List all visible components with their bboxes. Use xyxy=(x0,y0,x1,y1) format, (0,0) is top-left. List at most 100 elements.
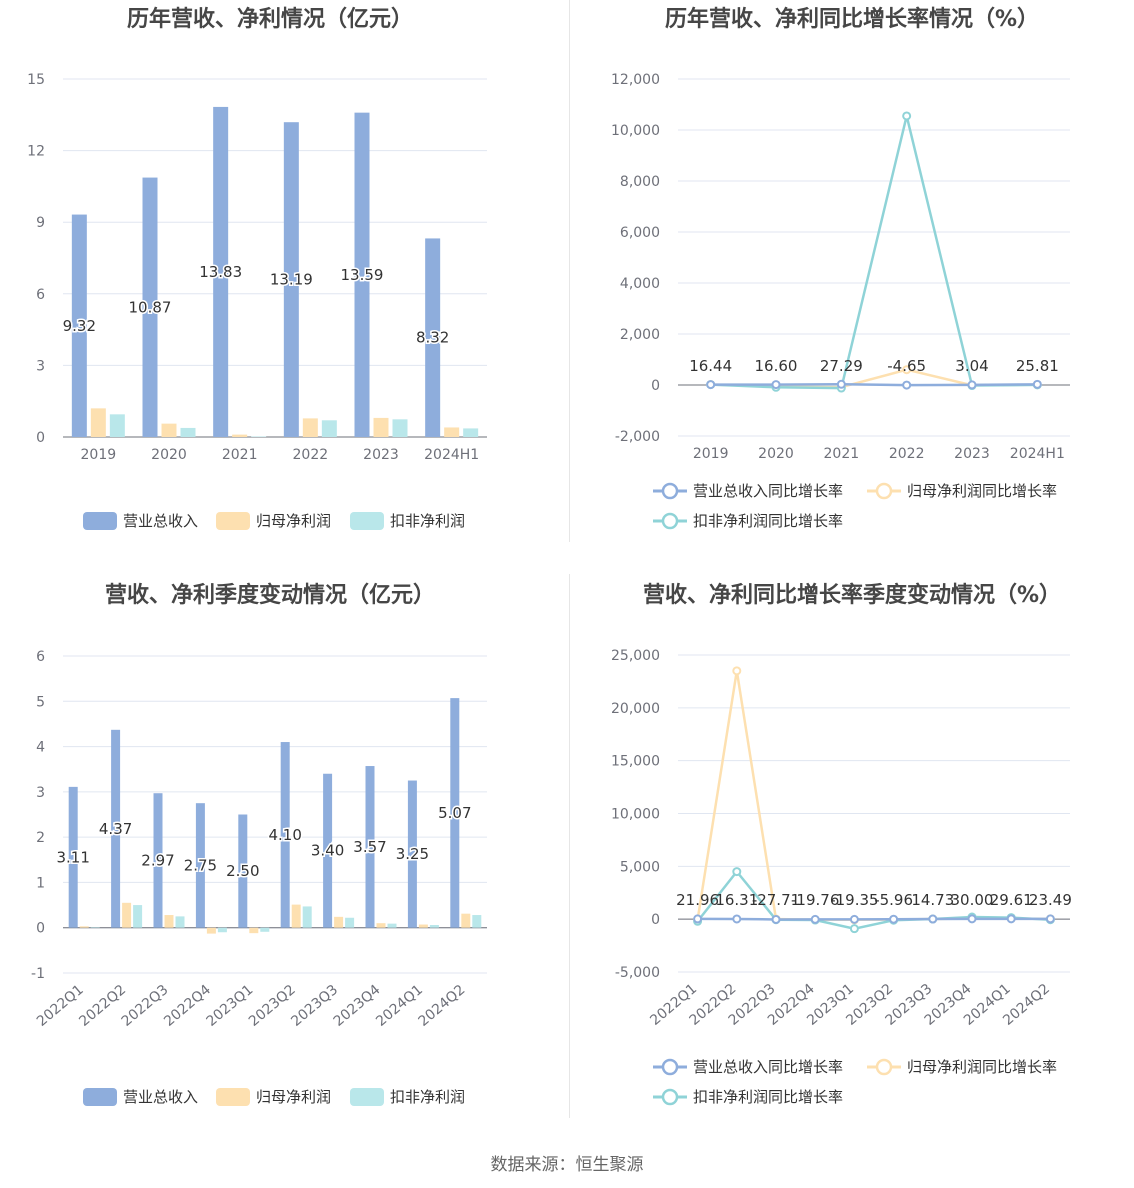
bar-deducted-profit xyxy=(392,419,408,437)
x-tick-label: 2019 xyxy=(693,446,729,462)
y-tick-label: 0 xyxy=(36,921,45,937)
bar-revenue xyxy=(68,786,78,928)
y-tick-label: 8,000 xyxy=(620,174,660,190)
bar-deducted-profit xyxy=(302,906,312,928)
series-point xyxy=(1032,379,1042,389)
y-tick-label: 15 xyxy=(27,72,45,88)
data-label: 4.37 xyxy=(99,820,132,838)
legend-marker xyxy=(661,482,679,500)
series-point xyxy=(902,365,912,375)
legend-marker xyxy=(875,1058,893,1076)
series-point xyxy=(902,111,912,121)
legend-swatch xyxy=(350,512,384,530)
series-point xyxy=(902,380,912,390)
y-tick-label: 10,000 xyxy=(611,123,660,139)
bar-revenue xyxy=(111,729,121,928)
bar-deducted-profit xyxy=(387,923,397,928)
data-label: 29.61 xyxy=(990,891,1033,909)
legend-swatch xyxy=(216,512,250,530)
annual-revenue-profit-chart: 历年营收、净利情况（亿元） 0 3 6 9 12 15 9.32 10.87 13.83 13.19… xyxy=(0,0,567,576)
x-tick-label: 2024Q1 xyxy=(373,982,426,1030)
y-tick-label: 3 xyxy=(36,785,45,801)
bar-deducted-profit xyxy=(109,414,125,437)
y-tick-label: 4 xyxy=(36,740,45,756)
bar-revenue xyxy=(238,814,248,928)
annual-growth-rate-chart: 历年营收、净利同比增长率情况（%） -2,000 0 2,000 4,000 6,000 8… xyxy=(567,0,1134,576)
y-tick-label: 6 xyxy=(36,649,45,665)
bar-net-profit xyxy=(122,902,132,928)
x-tick-label: 2024H1 xyxy=(424,447,479,463)
bar-revenue xyxy=(153,793,163,928)
data-label: 23.49 xyxy=(1029,891,1072,909)
bar-net-profit xyxy=(291,904,301,928)
bar-net-profit xyxy=(334,916,344,928)
series-line xyxy=(710,383,1038,387)
series-point xyxy=(1006,914,1016,924)
y-tick-label: 5 xyxy=(36,694,45,710)
data-label: 25.81 xyxy=(1016,357,1059,375)
x-tick-label: 2022Q4 xyxy=(161,982,214,1030)
bar-deducted-profit xyxy=(133,905,143,928)
data-label: 3.04 xyxy=(955,357,988,375)
legend-label: 营业总收入同比增长率 xyxy=(693,1058,843,1076)
data-label: 13.19 xyxy=(270,271,313,289)
data-label: 3.11 xyxy=(56,848,89,866)
y-tick-label: 12 xyxy=(27,144,45,160)
y-tick-label: -2,000 xyxy=(615,429,660,445)
bar-deducted-profit xyxy=(217,927,227,933)
series-point xyxy=(836,379,846,389)
bar-deducted-profit xyxy=(345,917,355,928)
data-label: 21.96 xyxy=(676,891,719,909)
legend-marker xyxy=(875,482,893,500)
bar-revenue xyxy=(407,780,417,928)
x-tick-label: 2024H1 xyxy=(1010,446,1065,462)
bar-net-profit xyxy=(249,927,259,934)
y-tick-label: -5,000 xyxy=(615,965,660,981)
series-point xyxy=(849,924,859,934)
bar-deducted-profit xyxy=(429,924,439,928)
bar-revenue xyxy=(195,803,205,928)
legend-swatch xyxy=(83,512,117,530)
y-tick-label: 5,000 xyxy=(620,859,660,875)
bar-revenue xyxy=(142,177,158,437)
bar-net-profit xyxy=(161,423,177,437)
legend-label: 归母净利润同比增长率 xyxy=(907,482,1057,500)
bar-deducted-profit xyxy=(175,916,185,928)
chart-title: 历年营收、净利情况（亿元） xyxy=(127,6,413,32)
series-point xyxy=(771,914,781,924)
y-tick-label: 0 xyxy=(651,378,660,394)
bar-net-profit xyxy=(373,417,389,437)
quarterly-growth-rate-chart: 营收、净利同比增长率季度变动情况（%） -5,000 0 5,000 10,000 15,… xyxy=(567,576,1134,1152)
quarterly-revenue-profit-chart: 营收、净利季度变动情况（亿元） -1 0 1 2 3 4 5 6 3.11 4.37 2.97 2.75… xyxy=(0,576,567,1152)
bar-deducted-profit xyxy=(321,420,337,437)
data-label: 3.40 xyxy=(311,842,344,860)
x-tick-label: 2019 xyxy=(81,447,117,463)
y-tick-label: 12,000 xyxy=(611,72,660,88)
y-tick-label: 0 xyxy=(651,912,660,928)
series-point xyxy=(693,914,703,924)
y-tick-label: 20,000 xyxy=(611,701,660,717)
bar-net-profit xyxy=(232,434,248,437)
bar-net-profit xyxy=(376,923,386,928)
x-tick-label: 2023Q1 xyxy=(204,982,257,1030)
quarterly-growth-rate-svg: 营收、净利同比增长率季度变动情况（%） -5,000 0 5,000 10,000 15,… xyxy=(611,582,1072,1106)
y-tick-label: 9 xyxy=(36,215,45,231)
y-tick-label: 6,000 xyxy=(620,225,660,241)
y-tick-label: -1 xyxy=(31,966,45,982)
bar-revenue xyxy=(354,112,370,437)
series-point xyxy=(928,914,938,924)
data-label: 10.87 xyxy=(129,298,172,316)
legend-label: 扣非净利润同比增长率 xyxy=(693,512,843,530)
x-tick-label: 2022Q1 xyxy=(34,982,87,1030)
legend-label: 归母净利润 xyxy=(256,512,331,530)
legend-label: 营业总收入 xyxy=(123,1088,198,1106)
bar-revenue xyxy=(425,238,441,437)
x-tick-label: 2022 xyxy=(889,446,925,462)
series-point xyxy=(889,914,899,924)
x-tick-label: 2021 xyxy=(222,447,258,463)
series-line xyxy=(710,115,1038,390)
data-label: 2.75 xyxy=(184,856,217,874)
bar-revenue xyxy=(450,698,460,928)
data-label: 2.50 xyxy=(226,862,259,880)
data-label: 3.57 xyxy=(353,838,386,856)
